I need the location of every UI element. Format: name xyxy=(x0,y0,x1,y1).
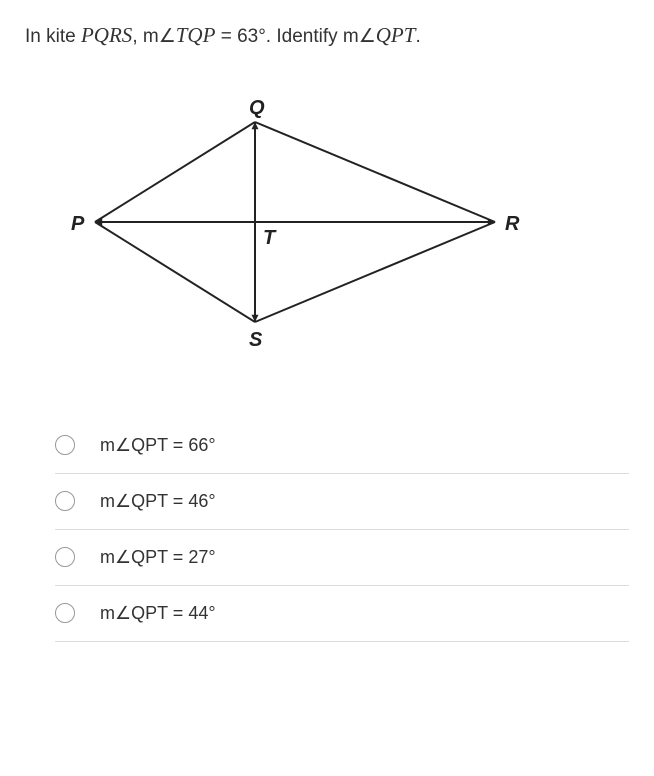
q-mid2: = 63°. Identify m∠ xyxy=(215,26,375,47)
svg-text:R: R xyxy=(505,213,520,235)
option-label: m∠QPT = 66° xyxy=(100,435,216,456)
svg-text:P: P xyxy=(71,213,85,235)
option-label: m∠QPT = 27° xyxy=(100,547,216,568)
radio-icon[interactable] xyxy=(55,547,75,567)
q-prefix: In kite xyxy=(25,26,81,47)
option-row[interactable]: m∠QPT = 66° xyxy=(55,418,629,474)
q-mid1: , m∠ xyxy=(132,26,175,47)
radio-icon[interactable] xyxy=(55,603,75,623)
option-row[interactable]: m∠QPT = 27° xyxy=(55,530,629,586)
radio-icon[interactable] xyxy=(55,491,75,511)
answer-options: m∠QPT = 66° m∠QPT = 46° m∠QPT = 27° m∠QP… xyxy=(55,418,629,642)
svg-text:Q: Q xyxy=(249,97,265,119)
radio-icon[interactable] xyxy=(55,435,75,455)
q-ang-given: TQP xyxy=(176,23,216,47)
option-label: m∠QPT = 44° xyxy=(100,603,216,624)
q-suffix: . xyxy=(415,26,420,47)
option-label: m∠QPT = 46° xyxy=(100,491,216,512)
svg-text:T: T xyxy=(263,227,277,249)
question-text: In kite PQRS, m∠TQP = 63°. Identify m∠QP… xyxy=(25,20,629,52)
kite-figure: P Q R S T xyxy=(65,92,629,358)
option-row[interactable]: m∠QPT = 46° xyxy=(55,474,629,530)
q-kite: PQRS xyxy=(81,23,132,47)
kite-svg: P Q R S T xyxy=(65,92,525,352)
option-row[interactable]: m∠QPT = 44° xyxy=(55,586,629,642)
q-ang-find: QPT xyxy=(376,23,416,47)
svg-text:S: S xyxy=(249,329,263,351)
